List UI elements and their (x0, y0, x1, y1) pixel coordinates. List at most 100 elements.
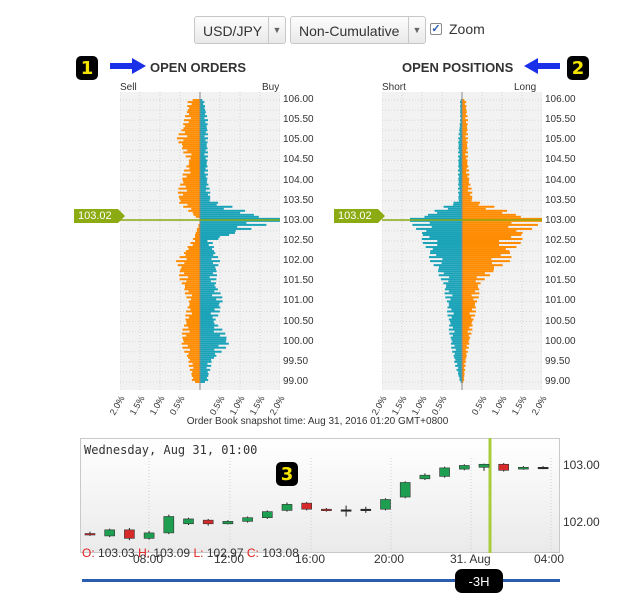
bar-right (462, 278, 485, 281)
bar-left (459, 185, 462, 188)
bar-right (200, 125, 207, 128)
bar-left (452, 350, 462, 353)
bar-right (462, 149, 467, 152)
bar-left (192, 362, 200, 365)
bar-right (462, 215, 521, 218)
bar-right (200, 105, 206, 108)
bar-right (200, 270, 217, 273)
bar-left (188, 352, 200, 355)
mode-select[interactable]: Non-Cumulative ▼ (290, 16, 426, 44)
bar-right (462, 183, 471, 186)
bar-right (200, 326, 215, 329)
bar-left (183, 151, 200, 154)
bar-left (437, 244, 462, 247)
bar-left (187, 276, 200, 279)
bar-left (187, 149, 200, 152)
bar-right (200, 306, 221, 309)
bar-left (459, 149, 462, 152)
bar-left (196, 227, 200, 230)
bar-left (188, 159, 200, 162)
bar-right (462, 358, 466, 361)
candlestick-panel[interactable] (80, 438, 560, 553)
bar-right (200, 113, 206, 116)
time-range-slider[interactable] (82, 579, 560, 582)
chevron-down-icon: ▼ (268, 17, 285, 43)
bar-left (187, 306, 200, 309)
candlestick-chart[interactable] (80, 438, 560, 553)
bar-right (200, 143, 207, 146)
chevron-down-icon: ▼ (408, 17, 425, 43)
pair-select[interactable]: USD/JPY ▼ (194, 16, 286, 44)
bar-left (191, 153, 200, 156)
bar-right (200, 231, 235, 234)
bar-right (462, 111, 467, 114)
bar-left (176, 260, 200, 263)
long-label: Long (514, 82, 537, 93)
bar-left (458, 195, 462, 198)
y-tick-label: 99.00 (283, 375, 309, 387)
bar-right (200, 294, 213, 297)
bar-right (462, 246, 517, 249)
candle-body (222, 521, 234, 525)
candle-body (281, 504, 293, 511)
bar-right (200, 292, 221, 295)
bar-right (200, 227, 252, 230)
bar-right (200, 254, 214, 257)
zoom-checkbox[interactable]: ✓ (430, 23, 442, 35)
high-key: H: (138, 546, 151, 560)
bar-right (462, 310, 476, 313)
bar-right (462, 169, 469, 172)
bar-right (200, 149, 206, 152)
bar-right (200, 268, 216, 271)
low-value: 102.97 (206, 546, 244, 560)
bar-right (462, 189, 468, 192)
bar-left (458, 137, 462, 140)
open-orders-title: OPEN ORDERS (150, 60, 247, 75)
bar-left (450, 322, 462, 325)
time-label: 12:00 (214, 552, 245, 566)
bar-right (462, 328, 473, 331)
bar-left (451, 338, 462, 341)
bar-left (424, 215, 462, 218)
bar-right (462, 356, 467, 359)
bar-left (458, 161, 462, 164)
bar-left (190, 157, 200, 160)
bar-right (462, 193, 471, 196)
bar-left (449, 276, 462, 279)
bar-left (179, 201, 200, 204)
range-handle[interactable]: -3H (455, 569, 503, 593)
bar-right (462, 135, 466, 138)
bar-right (462, 101, 467, 104)
bar-right (462, 125, 467, 128)
bar-left (191, 372, 200, 375)
bar-left (438, 270, 462, 273)
bar-right (462, 280, 476, 283)
bar-right (200, 256, 219, 259)
bar-right (200, 207, 224, 210)
badge-1: 1 (76, 56, 98, 80)
bar-left (186, 258, 200, 261)
bar-left (186, 280, 200, 283)
bar-right (462, 159, 468, 162)
bar-left (188, 290, 200, 293)
y-tick-label: 99.50 (545, 355, 571, 367)
candle-body (399, 482, 411, 498)
badge-2: 2 (567, 56, 589, 80)
bar-left (189, 161, 200, 164)
bar-left (459, 378, 462, 381)
bar-left (460, 113, 462, 116)
mode-select-value: Non-Cumulative (299, 23, 400, 39)
bar-right (462, 103, 465, 106)
bar-right (462, 105, 467, 108)
bar-right (200, 362, 208, 365)
bar-right (462, 290, 475, 293)
bar-right (200, 129, 208, 132)
bar-right (200, 352, 216, 355)
bar-left (186, 310, 200, 313)
bar-left (184, 272, 200, 275)
zoom-label: Zoom (449, 21, 485, 37)
bar-right (200, 344, 219, 347)
bar-right (462, 109, 467, 112)
bar-right (462, 292, 480, 295)
candle-body (537, 466, 549, 470)
